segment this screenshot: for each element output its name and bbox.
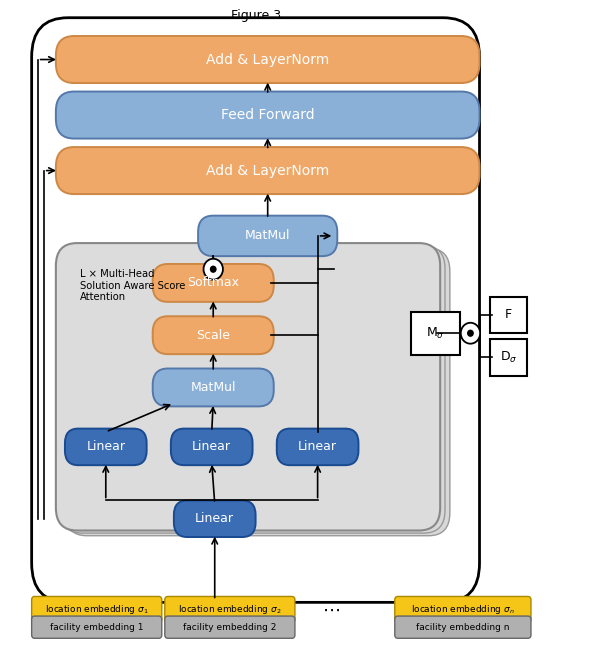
FancyBboxPatch shape bbox=[174, 501, 255, 537]
Text: location embedding $\sigma_n$: location embedding $\sigma_n$ bbox=[411, 603, 515, 616]
FancyBboxPatch shape bbox=[165, 616, 295, 638]
Text: F: F bbox=[505, 308, 512, 321]
Circle shape bbox=[204, 258, 223, 279]
FancyBboxPatch shape bbox=[411, 312, 460, 355]
Text: Linear: Linear bbox=[195, 512, 234, 525]
FancyBboxPatch shape bbox=[66, 249, 450, 536]
FancyBboxPatch shape bbox=[32, 616, 162, 638]
Circle shape bbox=[210, 266, 216, 272]
Text: MatMul: MatMul bbox=[245, 230, 291, 243]
Text: Add & LayerNorm: Add & LayerNorm bbox=[206, 52, 330, 66]
FancyBboxPatch shape bbox=[277, 428, 359, 465]
Text: location embedding $\sigma_2$: location embedding $\sigma_2$ bbox=[178, 603, 282, 616]
Text: Linear: Linear bbox=[192, 440, 231, 453]
Text: D$_\sigma$: D$_\sigma$ bbox=[500, 350, 517, 365]
Text: M$_\sigma$: M$_\sigma$ bbox=[426, 325, 445, 340]
FancyBboxPatch shape bbox=[56, 147, 480, 194]
Text: facility embedding n: facility embedding n bbox=[416, 623, 510, 632]
Text: Figure 3: Figure 3 bbox=[230, 9, 281, 22]
FancyBboxPatch shape bbox=[32, 596, 162, 623]
Circle shape bbox=[461, 323, 480, 344]
FancyBboxPatch shape bbox=[395, 596, 531, 623]
Text: Scale: Scale bbox=[196, 329, 230, 342]
FancyBboxPatch shape bbox=[153, 264, 274, 302]
FancyBboxPatch shape bbox=[56, 92, 480, 138]
FancyBboxPatch shape bbox=[153, 369, 274, 406]
Text: facility embedding 2: facility embedding 2 bbox=[183, 623, 277, 632]
Text: facility embedding 1: facility embedding 1 bbox=[50, 623, 143, 632]
Text: L × Multi-Head
Solution Aware Score
Attention: L × Multi-Head Solution Aware Score Atte… bbox=[80, 269, 185, 302]
Text: Feed Forward: Feed Forward bbox=[221, 108, 314, 122]
Circle shape bbox=[468, 331, 473, 336]
FancyBboxPatch shape bbox=[56, 36, 480, 83]
FancyBboxPatch shape bbox=[153, 316, 274, 354]
Text: location embedding $\sigma_1$: location embedding $\sigma_1$ bbox=[45, 603, 148, 616]
Text: Softmax: Softmax bbox=[187, 276, 239, 289]
FancyBboxPatch shape bbox=[32, 18, 480, 602]
FancyBboxPatch shape bbox=[395, 616, 531, 638]
FancyBboxPatch shape bbox=[65, 428, 147, 465]
FancyBboxPatch shape bbox=[490, 339, 527, 376]
Text: $\cdots$: $\cdots$ bbox=[322, 600, 340, 619]
FancyBboxPatch shape bbox=[171, 428, 252, 465]
Text: Add & LayerNorm: Add & LayerNorm bbox=[206, 163, 330, 178]
FancyBboxPatch shape bbox=[165, 596, 295, 623]
Text: Linear: Linear bbox=[298, 440, 337, 453]
FancyBboxPatch shape bbox=[198, 216, 337, 256]
FancyBboxPatch shape bbox=[56, 243, 440, 531]
Text: Linear: Linear bbox=[86, 440, 125, 453]
Text: MatMul: MatMul bbox=[190, 381, 236, 394]
FancyBboxPatch shape bbox=[61, 246, 445, 533]
FancyBboxPatch shape bbox=[490, 297, 527, 333]
